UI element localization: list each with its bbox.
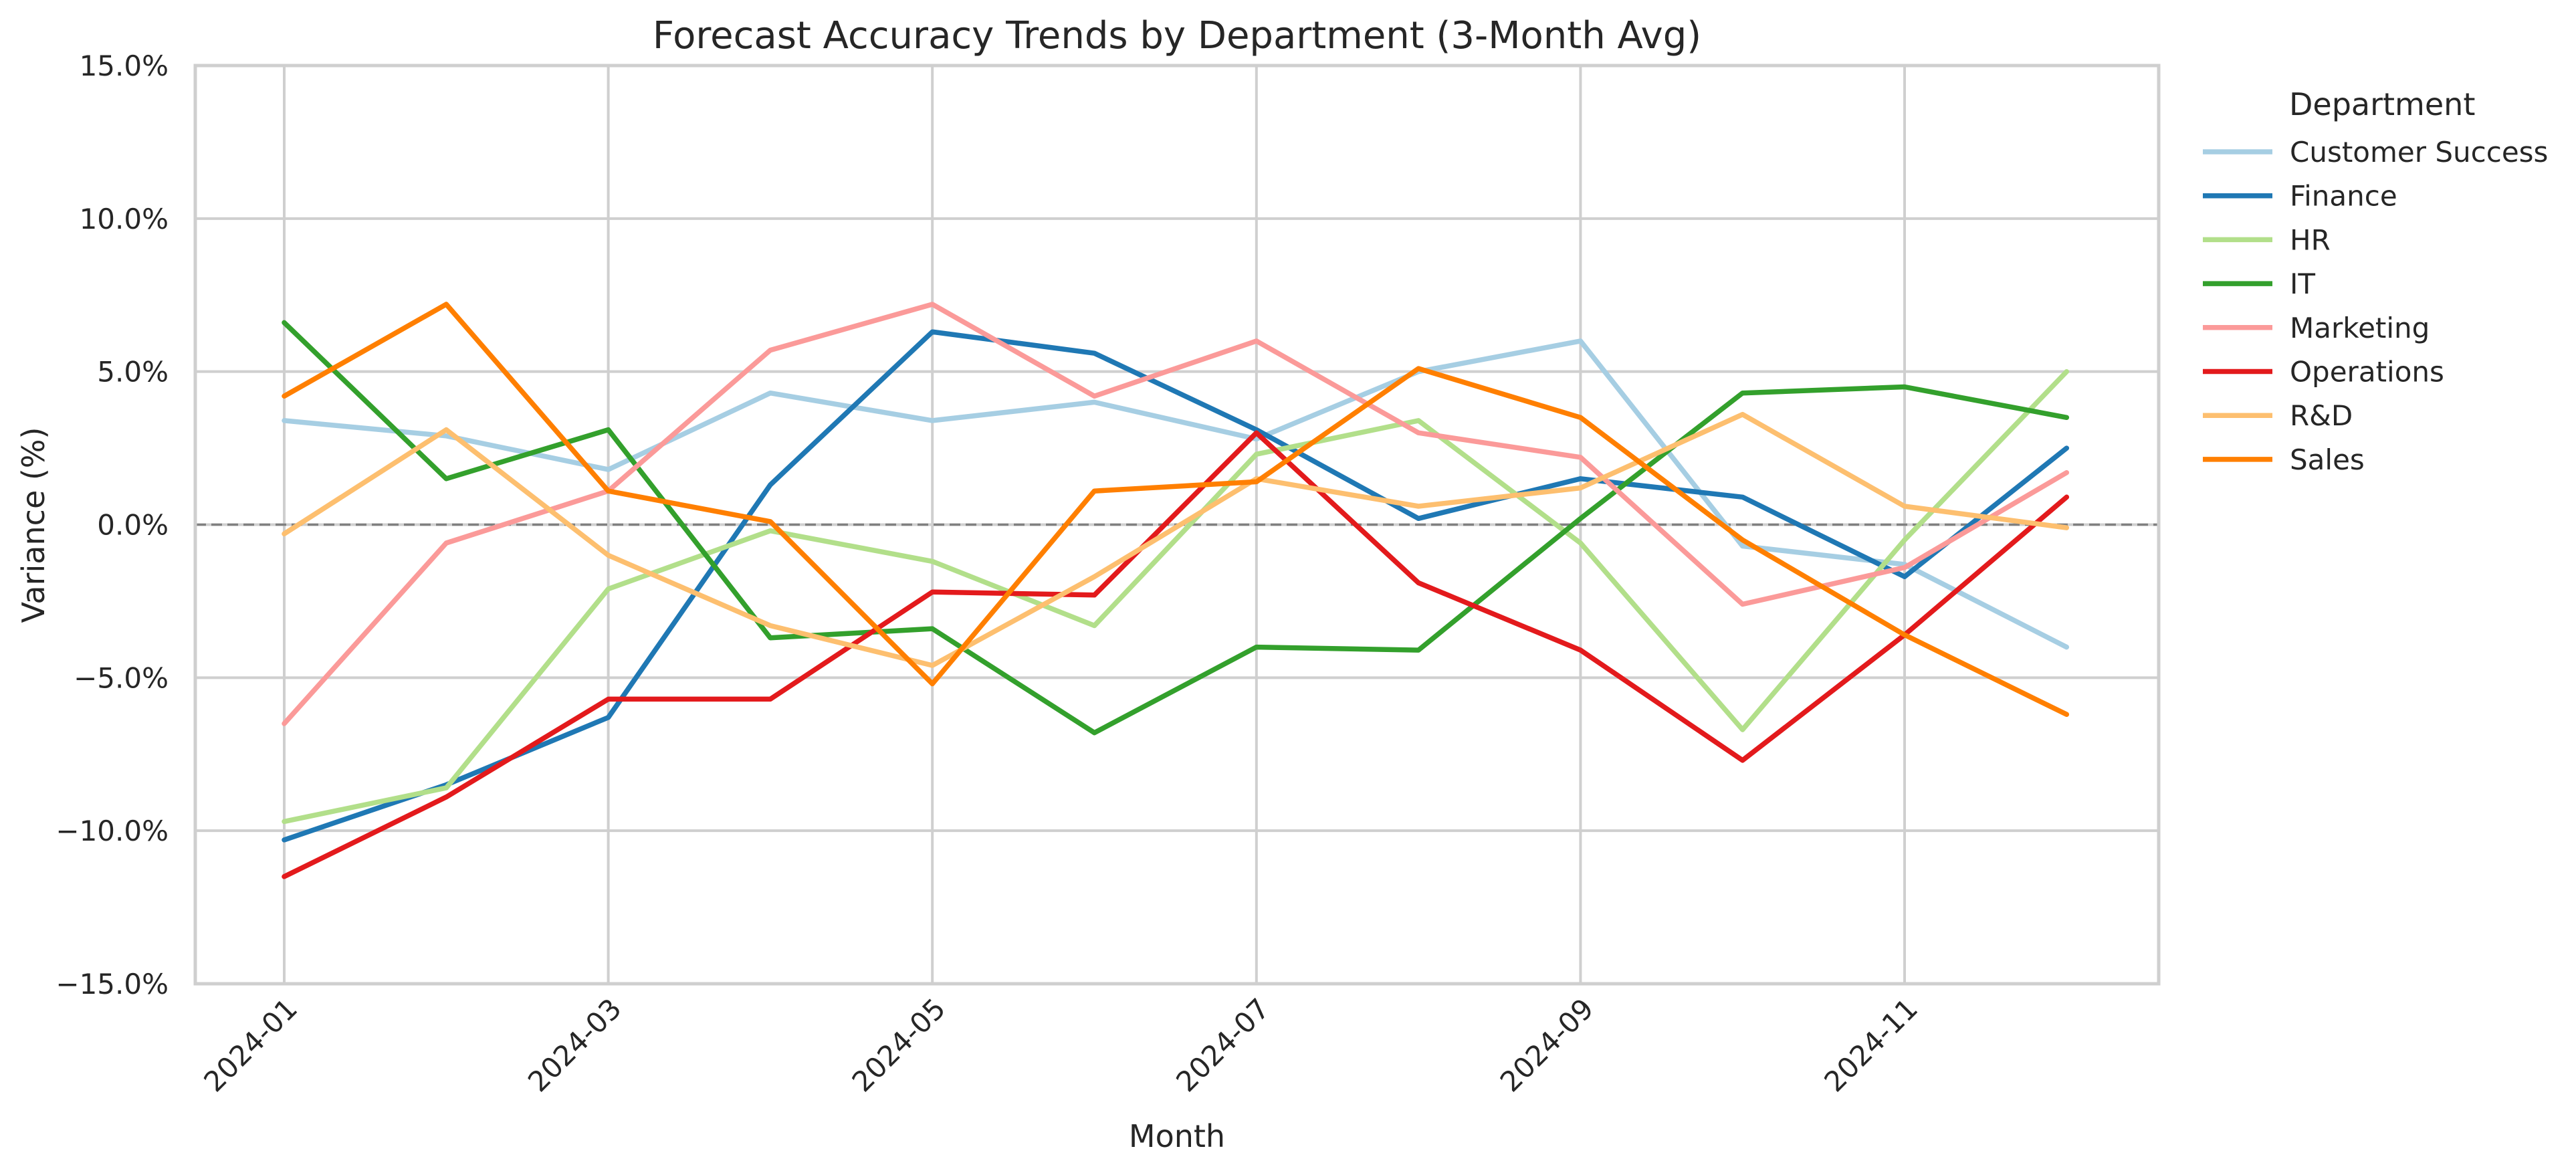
series-line-hr xyxy=(282,368,2070,825)
legend-label-sales: Sales xyxy=(2290,443,2365,476)
plot-frame xyxy=(193,64,2161,986)
y-tick-label: −5.0% xyxy=(74,661,169,694)
series-line-marketing xyxy=(282,302,2070,726)
legend-label-customer-success: Customer Success xyxy=(2290,136,2548,169)
legend: Department Customer Success Finance HR IT Ma… xyxy=(2203,86,2548,476)
series-line-r-d xyxy=(282,411,2070,668)
legend-label-r-d: R&D xyxy=(2290,399,2353,432)
legend-label-marketing: Marketing xyxy=(2290,312,2430,344)
y-axis-label: Variance (%) xyxy=(15,427,51,623)
y-tick-label: 5.0% xyxy=(97,356,169,389)
y-axis-ticks: −15.0% −10.0% −5.0% 0.0% 5.0% 10.0% 15.0% xyxy=(56,49,169,1000)
series-line-operations xyxy=(282,430,2070,879)
y-tick-label: 15.0% xyxy=(80,49,169,82)
y-tick-label: 0.0% xyxy=(97,509,169,542)
series-line-sales xyxy=(282,302,2070,718)
legend-label-hr: HR xyxy=(2290,223,2331,256)
y-tick-label: −10.0% xyxy=(56,815,169,847)
y-tick-label: 10.0% xyxy=(80,203,169,235)
x-axis-label: Month xyxy=(1129,1118,1225,1154)
series-line-finance xyxy=(282,329,2070,843)
legend-title: Department xyxy=(2289,86,2475,122)
series-line-it xyxy=(282,320,2070,736)
series-line-customer-success xyxy=(282,338,2070,650)
legend-label-it: IT xyxy=(2290,268,2315,300)
legend-label-operations: Operations xyxy=(2290,356,2444,389)
legend-label-finance: Finance xyxy=(2290,180,2397,213)
y-tick-label: −15.0% xyxy=(56,968,169,1000)
series-group xyxy=(282,302,2070,879)
chart-title: Forecast Accuracy Trends by Department (… xyxy=(653,14,1701,58)
